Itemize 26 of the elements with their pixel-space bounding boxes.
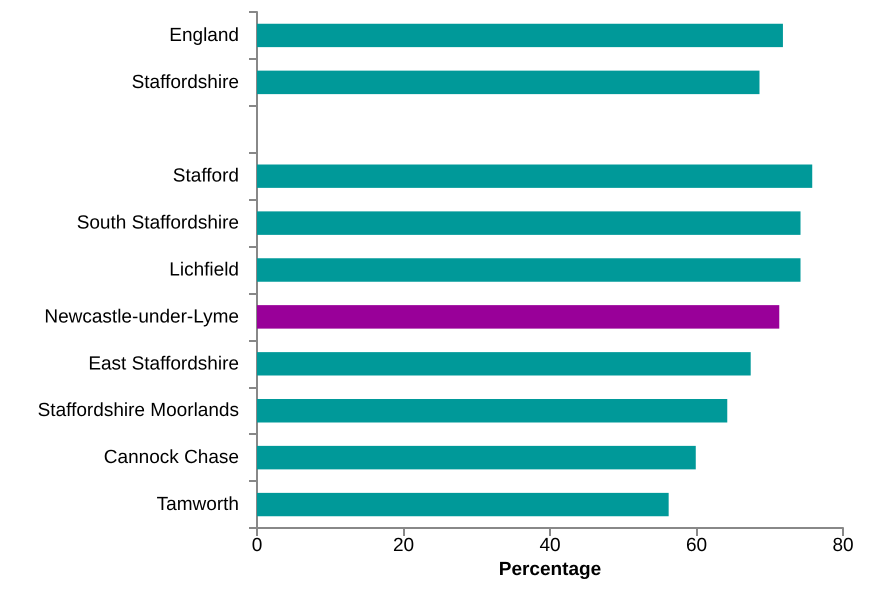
- x-tick-label: 20: [392, 535, 414, 556]
- y-tick-label: Tamworth: [156, 494, 239, 516]
- x-tick-label: 80: [832, 535, 854, 556]
- y-tick-label: Cannock Chase: [104, 447, 239, 468]
- bar: [257, 70, 760, 94]
- x-axis-title: Percentage: [498, 558, 602, 580]
- y-tick-label: South Staffordshire: [76, 212, 239, 234]
- bar: [257, 164, 812, 188]
- x-tick-label: 40: [539, 535, 561, 556]
- y-tick-label: Newcastle-under-Lyme: [44, 306, 239, 328]
- bar: [257, 399, 728, 422]
- y-tick-label: Lichfield: [169, 260, 239, 280]
- y-tick-label: Stafford: [172, 166, 239, 187]
- bar: [257, 446, 696, 470]
- y-tick-label: England: [169, 24, 239, 46]
- bar: [257, 352, 751, 376]
- bar: [257, 258, 801, 282]
- y-tick-label: Staffordshire Moorlands: [38, 400, 239, 422]
- bar: [257, 492, 669, 516]
- bar: [257, 24, 783, 48]
- y-tick-label: Staffordshire: [132, 72, 239, 93]
- bar: [257, 305, 780, 329]
- x-tick-label: 60: [686, 535, 708, 556]
- x-tick-label: 0: [252, 535, 262, 556]
- y-tick-label: East Staffordshire: [88, 353, 239, 374]
- bar: [257, 211, 801, 235]
